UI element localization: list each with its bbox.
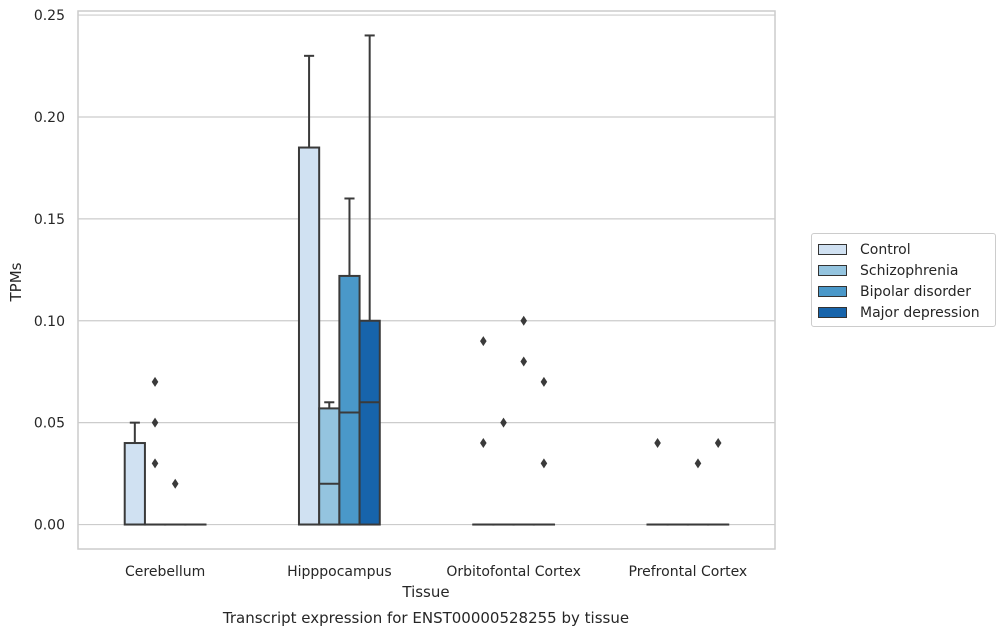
legend-label-control: Control — [860, 241, 911, 258]
legend-swatch-control — [818, 244, 847, 255]
box-major-depression-prefrontal-cortex — [707, 438, 730, 526]
y-tick-label: 0.05 — [34, 416, 65, 432]
gridlines — [78, 14, 775, 526]
outlier-point — [714, 438, 722, 449]
outlier-point — [500, 417, 507, 428]
outlier-point — [480, 438, 487, 449]
box-control-cerebellum — [123, 421, 146, 526]
box-bipolar-disorder-prefrontal-cortex — [686, 458, 710, 526]
outlier-point — [480, 336, 487, 347]
box-major-depression-hipppocampus — [358, 34, 381, 526]
box-bipolar-disorder-hipppocampus — [338, 197, 361, 526]
box-body — [297, 146, 321, 526]
legend-item-schizophrenia: Schizophrenia — [818, 260, 995, 281]
box-body — [358, 319, 381, 526]
box-body — [123, 442, 146, 526]
outlier-point — [540, 376, 548, 387]
box-body — [338, 274, 361, 526]
x-tick-label: Prefrontal Cortex — [629, 564, 748, 580]
box-control-prefrontal-cortex — [646, 438, 669, 526]
outlier-point — [151, 417, 159, 428]
legend-item-control: Control — [818, 239, 995, 260]
outlier-point — [151, 458, 159, 469]
x-tick-label: Hipppocampus — [287, 564, 392, 580]
legend-swatch-bipolar-disorder — [818, 286, 847, 297]
box-bipolar-disorder-cerebellum — [164, 478, 187, 526]
x-tick-label: Cerebellum — [125, 564, 205, 580]
y-tick-label: 0.15 — [34, 212, 65, 228]
legend: Control Schizophrenia Bipolar disorder M… — [811, 233, 996, 327]
y-axis: 0.00 0.05 0.10 0.15 0.20 0.25 — [34, 8, 65, 533]
outlier-point — [654, 438, 661, 449]
y-tick-label: 0.20 — [34, 110, 65, 126]
legend-label-major-depression: Major depression — [860, 304, 980, 321]
box-control-hipppocampus — [297, 54, 321, 526]
x-axis: Cerebellum Hipppocampus Orbitofontal Corte… — [125, 564, 747, 580]
box-bipolar-disorder-orbitofontal-cortex — [512, 315, 535, 526]
outlier-point — [520, 356, 528, 367]
x-tick-label: Orbitofontal Cortex — [446, 564, 581, 580]
box-schizophrenia-cerebellum — [143, 376, 167, 526]
box-body — [318, 407, 341, 526]
y-tick-label: 0.10 — [34, 314, 65, 330]
y-tick-label: 0.25 — [34, 8, 65, 24]
box-schizophrenia-hipppocampus — [318, 401, 341, 526]
legend-item-major-depression: Major depression — [818, 302, 995, 323]
y-axis-label: TPMs — [7, 262, 25, 302]
box-schizophrenia-orbitofontal-cortex — [492, 417, 515, 526]
outlier-point — [540, 458, 548, 469]
legend-swatch-schizophrenia — [818, 265, 847, 276]
legend-item-bipolar-disorder: Bipolar disorder — [818, 281, 995, 302]
outlier-point — [151, 376, 159, 387]
x-axis-label: Tissue — [401, 583, 449, 601]
legend-label-schizophrenia: Schizophrenia — [860, 262, 959, 279]
plot-area-frame — [77, 10, 776, 550]
legend-label-bipolar-disorder: Bipolar disorder — [860, 283, 972, 300]
legend-swatch-major-depression — [818, 307, 847, 318]
outlier-point — [694, 458, 702, 469]
boxplot-marks — [123, 34, 730, 526]
box-control-orbitofontal-cortex — [472, 336, 495, 526]
y-tick-label: 0.00 — [34, 518, 65, 534]
outlier-point — [520, 315, 528, 326]
chart-title: Transcript expression for ENST0000052825… — [222, 609, 629, 627]
box-major-depression-orbitofontal-cortex — [532, 376, 556, 526]
outlier-point — [171, 478, 179, 489]
